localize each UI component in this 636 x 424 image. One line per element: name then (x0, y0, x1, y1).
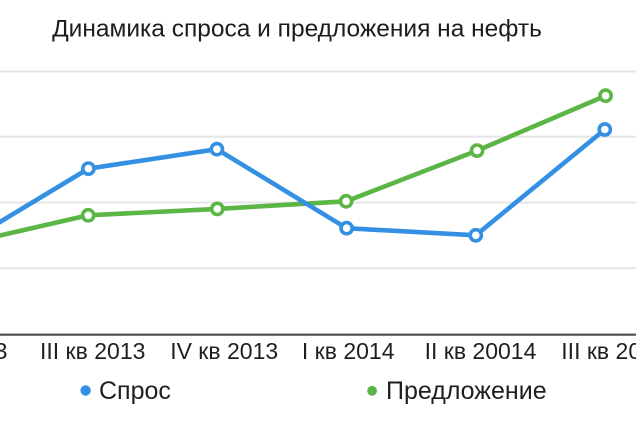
svg-text:Предложение: Предложение (386, 377, 547, 405)
svg-text:Динамика спроса и предложения: Динамика спроса и предложения на нефть (52, 16, 542, 43)
svg-text:II кв 20014: II кв 20014 (425, 338, 537, 364)
svg-text:III кв 20014: III кв 20014 (561, 338, 636, 364)
svg-text:IV кв 2013: IV кв 2013 (170, 338, 278, 364)
svg-text:III кв 2013: III кв 2013 (40, 338, 145, 364)
svg-text:Спрос: Спрос (99, 377, 171, 405)
svg-text:I кв 2014: I кв 2014 (302, 338, 395, 364)
svg-text:II кв 2013: II кв 2013 (0, 338, 7, 364)
